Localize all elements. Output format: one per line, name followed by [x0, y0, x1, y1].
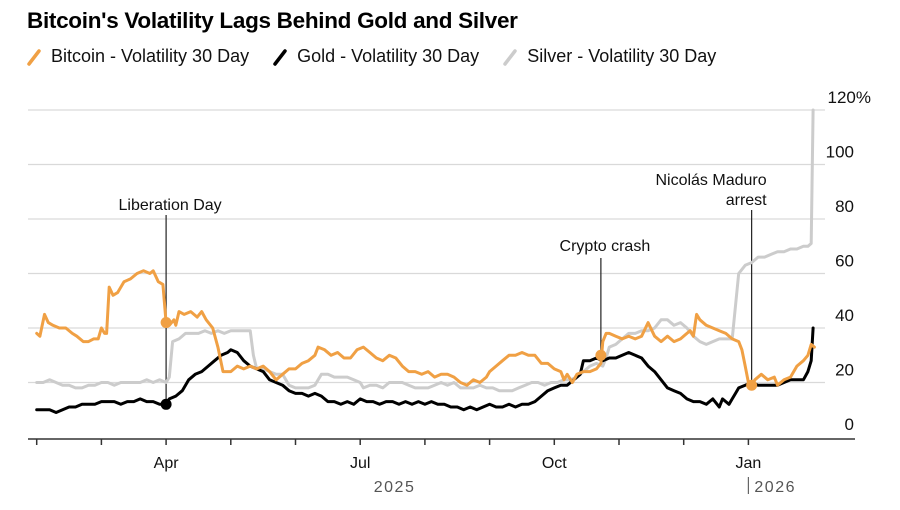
marker-bitcoin — [160, 317, 172, 329]
x-tick-label: Jul — [350, 455, 370, 472]
chart-title: Bitcoin's Volatility Lags Behind Gold an… — [27, 8, 518, 33]
legend-item-gold: Gold - Volatility 30 Day — [273, 46, 479, 67]
x-tick-label: Apr — [154, 455, 180, 472]
y-tick-label: 100 — [826, 143, 854, 162]
legend-item-bitcoin: Bitcoin - Volatility 30 Day — [27, 46, 249, 67]
legend-label-gold: Gold - Volatility 30 Day — [297, 46, 480, 66]
year-label: 2026 — [754, 479, 796, 496]
annotation-label: Crypto crash — [560, 238, 651, 255]
gridlines — [28, 109, 825, 384]
marker-bitcoin — [746, 379, 758, 391]
y-tick-label: 20 — [835, 361, 854, 380]
y-tick-label: 60 — [835, 252, 854, 271]
y-axis-labels: 0 20 40 60 80 100 120% — [826, 88, 871, 434]
x-tick-label: Oct — [542, 455, 567, 472]
series-line-silver — [35, 108, 815, 393]
legend: Bitcoin - Volatility 30 Day Gold - Volat… — [27, 46, 740, 67]
legend-swatch-silver — [503, 48, 517, 66]
legend-swatch-gold — [273, 48, 287, 66]
annotation-label: Liberation Day — [119, 197, 222, 214]
legend-label-silver: Silver - Volatility 30 Day — [527, 46, 717, 66]
annotation-label: Nicolás Maduro — [655, 172, 766, 189]
annotation-label: arrest — [726, 192, 767, 209]
legend-item-silver: Silver - Volatility 30 Day — [503, 46, 716, 67]
legend-swatch-bitcoin — [27, 48, 41, 66]
y-tick-label: 120% — [828, 88, 871, 107]
marker-bitcoin — [595, 349, 607, 361]
annotations: Liberation Day Crypto crash Nicolás Maduro… — [119, 172, 767, 405]
marker-gold — [160, 398, 172, 410]
y-tick-label: 80 — [835, 197, 854, 216]
legend-label-bitcoin: Bitcoin - Volatility 30 Day — [51, 46, 250, 66]
x-axis: Apr Jul Oct Jan 2025 2026 — [28, 438, 855, 496]
y-tick-label: 40 — [835, 306, 854, 325]
series-line-bitcoin — [35, 269, 816, 387]
series-lines — [35, 108, 816, 414]
year-label: 2025 — [374, 479, 416, 496]
y-tick-label: 0 — [845, 415, 854, 434]
x-tick-label: Jan — [736, 455, 762, 472]
